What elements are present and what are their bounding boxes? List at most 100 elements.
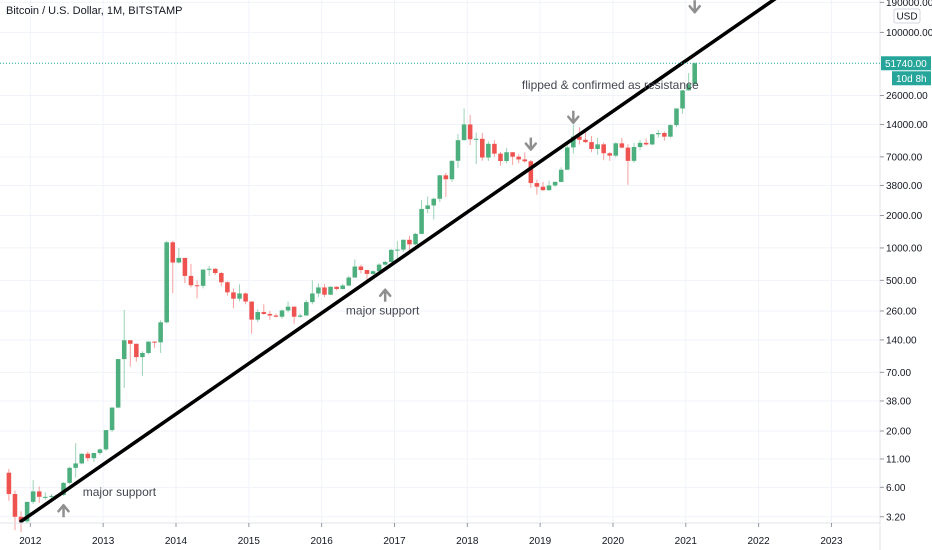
- candle-body: [473, 138, 479, 140]
- candle-body: [225, 282, 230, 293]
- candle: [546, 180, 552, 191]
- trend-line: [19, 0, 777, 524]
- candle-body: [182, 257, 188, 276]
- candle: [437, 174, 443, 202]
- candle-body: [571, 136, 576, 148]
- candle-body: [334, 286, 339, 289]
- candle-layer: [6, 62, 697, 533]
- candle-body: [304, 302, 309, 316]
- candle-body: [170, 242, 176, 263]
- candle: [103, 430, 109, 451]
- candle: [316, 283, 321, 298]
- x-tick-label: 2017: [383, 536, 406, 547]
- candle: [322, 283, 327, 298]
- countdown-bg: [892, 71, 931, 86]
- x-tick-label: 2014: [165, 536, 188, 547]
- arrow-down-icon: [688, 0, 701, 14]
- candle: [449, 160, 455, 182]
- candle: [607, 152, 613, 161]
- candle: [631, 142, 637, 163]
- candle: [510, 152, 515, 166]
- y-tick-label: 11.00: [886, 454, 911, 465]
- candle-body: [425, 205, 430, 209]
- x-tick-label: 2012: [19, 536, 42, 547]
- candle: [85, 451, 91, 462]
- candle: [140, 351, 145, 376]
- candle-body: [401, 239, 406, 250]
- candle-body: [498, 153, 503, 162]
- candle-body: [103, 430, 109, 450]
- candle-body: [194, 285, 200, 287]
- candle-body: [134, 343, 139, 358]
- candle: [164, 240, 169, 324]
- last-price-badge: 51740.00 10d 8h: [881, 56, 931, 86]
- candle-body: [79, 453, 85, 464]
- candle-body: [601, 144, 606, 154]
- arrow-head: [688, 4, 701, 14]
- candle: [310, 280, 315, 305]
- candle: [583, 130, 588, 144]
- candle-body: [200, 269, 206, 286]
- candle-body: [382, 261, 388, 265]
- candle-body: [437, 175, 443, 199]
- candle-body: [467, 124, 473, 140]
- candle-body: [128, 340, 133, 344]
- candle: [504, 147, 509, 164]
- candle: [552, 181, 558, 187]
- candle: [352, 259, 358, 278]
- candle-body: [12, 494, 18, 517]
- candle-body: [577, 136, 582, 140]
- candle: [467, 114, 473, 146]
- candle-body: [625, 147, 631, 161]
- candle-body: [680, 90, 685, 109]
- candle: [413, 232, 418, 246]
- candle: [334, 286, 339, 291]
- candle: [231, 288, 236, 309]
- candle: [480, 132, 485, 161]
- y-tick-label: 2000.00: [886, 211, 923, 222]
- candle-body: [237, 293, 242, 299]
- candle: [443, 172, 449, 197]
- candle-body: [413, 233, 418, 245]
- candle: [455, 134, 461, 169]
- countdown-label: 10d 8h: [896, 74, 927, 85]
- candle-body: [328, 286, 333, 295]
- candle-body: [407, 239, 412, 245]
- candle: [656, 129, 661, 138]
- candle-body: [36, 491, 42, 497]
- candle-body: [486, 143, 491, 158]
- candle-body: [73, 463, 78, 468]
- candle: [158, 320, 163, 353]
- candle: [206, 265, 212, 276]
- annotation-label: flipped & confirmed as resistance: [522, 78, 699, 92]
- candle: [121, 309, 127, 389]
- candle-body: [346, 277, 352, 286]
- candle: [67, 466, 72, 485]
- arrow-down-icon: [524, 137, 538, 151]
- candle-body: [516, 156, 521, 160]
- candle: [219, 271, 224, 287]
- candle-body: [510, 152, 515, 157]
- candle-body: [18, 516, 24, 522]
- candle: [589, 135, 594, 153]
- candle: [109, 407, 115, 432]
- candle-body: [121, 340, 127, 360]
- candle: [425, 196, 430, 214]
- candle: [407, 235, 412, 253]
- candle-body: [370, 271, 376, 274]
- candle-body: [607, 153, 613, 156]
- candle-body: [649, 134, 655, 145]
- candle-body: [316, 287, 321, 294]
- candle-body: [552, 181, 558, 186]
- currency-button[interactable]: USD: [893, 8, 921, 24]
- chart-title: Bitcoin / U.S. Dollar, 1M, BITSTAMP: [6, 5, 182, 17]
- candle: [558, 167, 564, 183]
- candle: [24, 501, 30, 523]
- candle: [73, 443, 78, 478]
- y-tick-label: 3800.00: [886, 181, 923, 192]
- candle: [540, 181, 546, 192]
- candle-body: [164, 242, 169, 323]
- candle: [146, 341, 151, 355]
- candle-body: [522, 159, 528, 162]
- arrow-up-icon: [378, 288, 392, 302]
